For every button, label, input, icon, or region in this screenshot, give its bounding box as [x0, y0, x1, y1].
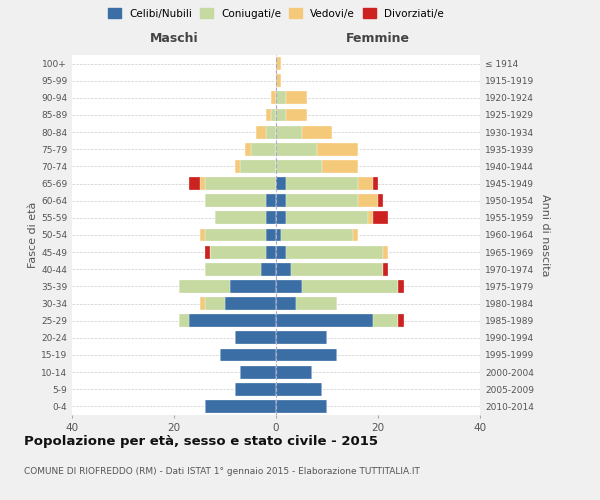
Bar	[286, 246, 383, 258]
Bar	[271, 92, 276, 104]
Bar	[210, 246, 266, 258]
Bar	[205, 263, 260, 276]
Bar	[190, 177, 199, 190]
Bar	[373, 177, 378, 190]
Y-axis label: Anni di nascita: Anni di nascita	[539, 194, 550, 276]
Bar	[205, 194, 266, 207]
Bar	[276, 332, 327, 344]
Bar	[266, 194, 276, 207]
Bar	[373, 314, 398, 327]
Bar	[276, 383, 322, 396]
Bar	[383, 246, 388, 258]
Bar	[373, 212, 388, 224]
Bar	[266, 228, 276, 241]
Bar	[266, 126, 276, 138]
Legend: Celibi/Nubili, Coniugati/e, Vedovi/e, Divorziati/e: Celibi/Nubili, Coniugati/e, Vedovi/e, Di…	[105, 5, 447, 21]
Bar	[266, 246, 276, 258]
Bar	[398, 314, 404, 327]
Bar	[358, 194, 378, 207]
Bar	[245, 143, 251, 156]
Bar	[276, 212, 286, 224]
Y-axis label: Fasce di età: Fasce di età	[28, 202, 38, 268]
Bar	[276, 92, 286, 104]
Bar	[271, 108, 276, 122]
Bar	[368, 212, 373, 224]
Bar	[190, 314, 276, 327]
Bar	[251, 143, 276, 156]
Bar	[276, 143, 317, 156]
Bar	[286, 212, 368, 224]
Bar	[276, 314, 373, 327]
Bar	[276, 160, 322, 173]
Bar	[199, 297, 205, 310]
Bar	[276, 177, 286, 190]
Bar	[398, 280, 404, 293]
Bar	[358, 177, 373, 190]
Bar	[276, 297, 296, 310]
Bar	[276, 246, 286, 258]
Text: Maschi: Maschi	[149, 32, 199, 44]
Bar	[205, 297, 225, 310]
Bar	[292, 263, 383, 276]
Bar	[286, 177, 358, 190]
Bar	[276, 194, 286, 207]
Bar	[276, 366, 312, 378]
Bar	[235, 383, 276, 396]
Bar	[205, 177, 276, 190]
Bar	[296, 297, 337, 310]
Bar	[276, 108, 286, 122]
Bar	[199, 177, 205, 190]
Bar	[378, 194, 383, 207]
Text: COMUNE DI RIOFREDDO (RM) - Dati ISTAT 1° gennaio 2015 - Elaborazione TUTTITALIA.: COMUNE DI RIOFREDDO (RM) - Dati ISTAT 1°…	[24, 468, 420, 476]
Text: Popolazione per età, sesso e stato civile - 2015: Popolazione per età, sesso e stato civil…	[24, 435, 378, 448]
Bar	[276, 228, 281, 241]
Bar	[205, 246, 210, 258]
Bar	[235, 160, 240, 173]
Bar	[353, 228, 358, 241]
Bar	[383, 263, 388, 276]
Bar	[276, 57, 281, 70]
Bar	[276, 74, 281, 87]
Bar	[302, 126, 332, 138]
Bar	[281, 228, 353, 241]
Bar	[286, 108, 307, 122]
Bar	[240, 160, 276, 173]
Bar	[266, 212, 276, 224]
Bar	[286, 92, 307, 104]
Bar	[276, 400, 327, 413]
Bar	[220, 348, 276, 362]
Bar	[276, 126, 302, 138]
Bar	[302, 280, 398, 293]
Bar	[179, 280, 230, 293]
Bar	[260, 263, 276, 276]
Bar	[225, 297, 276, 310]
Bar	[276, 263, 292, 276]
Bar	[215, 212, 266, 224]
Bar	[230, 280, 276, 293]
Bar	[256, 126, 266, 138]
Bar	[276, 280, 302, 293]
Bar	[240, 366, 276, 378]
Bar	[205, 400, 276, 413]
Bar	[276, 348, 337, 362]
Bar	[205, 228, 266, 241]
Bar	[317, 143, 358, 156]
Text: Femmine: Femmine	[346, 32, 410, 44]
Bar	[199, 228, 205, 241]
Bar	[322, 160, 358, 173]
Bar	[266, 108, 271, 122]
Bar	[235, 332, 276, 344]
Bar	[179, 314, 190, 327]
Bar	[286, 194, 358, 207]
